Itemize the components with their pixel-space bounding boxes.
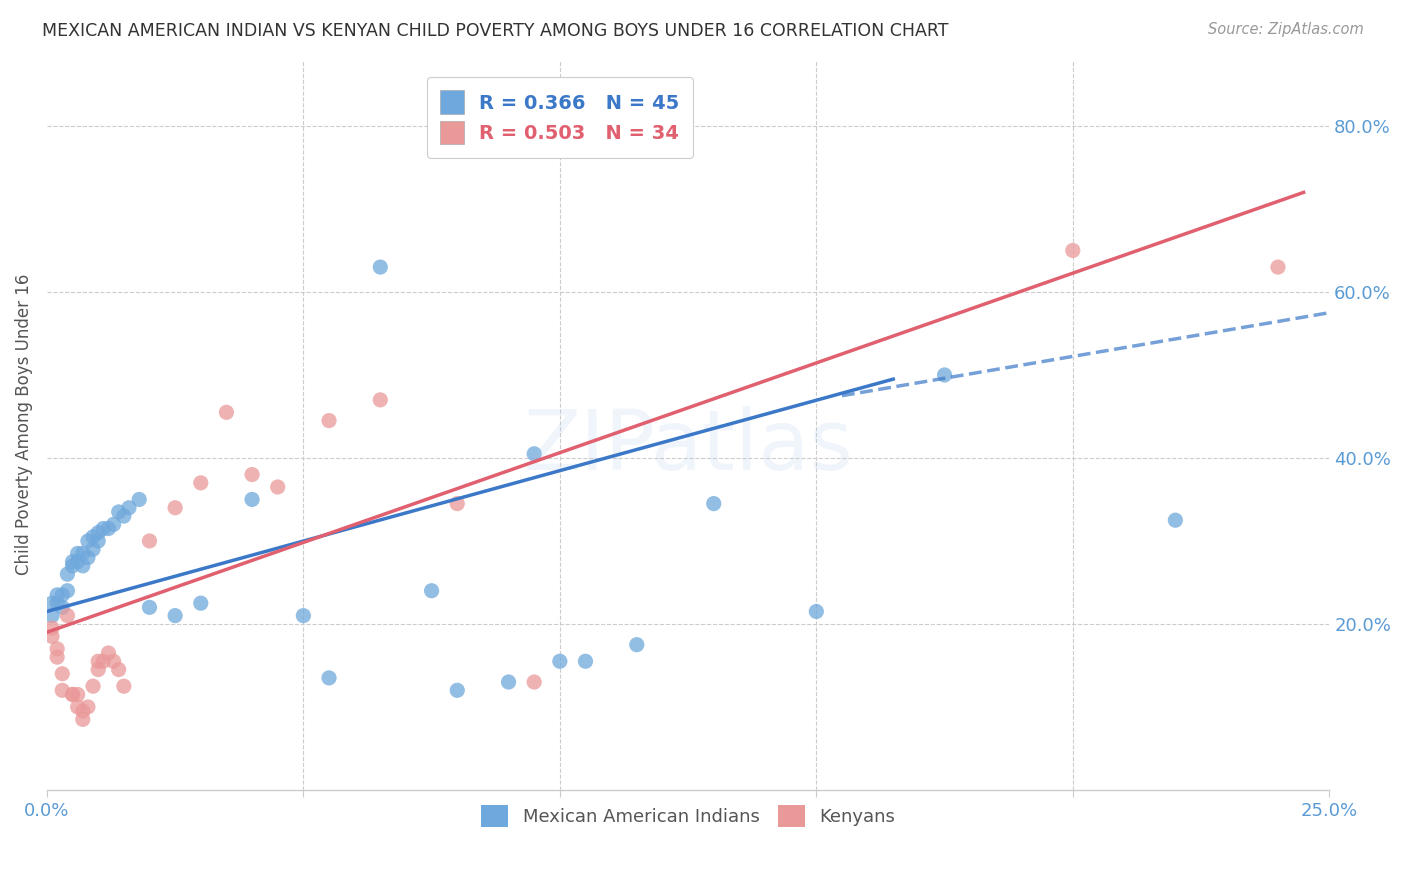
Point: [626, 638, 648, 652]
Point: [107, 505, 129, 519]
Point: [118, 500, 141, 515]
Point: [112, 509, 135, 524]
Point: [66, 546, 89, 560]
Point: [46, 588, 69, 602]
Point: [91, 654, 114, 668]
Point: [934, 368, 956, 382]
Point: [190, 475, 212, 490]
Point: [165, 608, 187, 623]
Point: [523, 447, 546, 461]
Point: [56, 608, 79, 623]
Y-axis label: Child Poverty Among Boys Under 16: Child Poverty Among Boys Under 16: [15, 274, 32, 575]
Point: [138, 600, 160, 615]
Point: [368, 392, 391, 407]
Point: [77, 700, 100, 714]
Text: MEXICAN AMERICAN INDIAN VS KENYAN CHILD POVERTY AMONG BOYS UNDER 16 CORRELATION : MEXICAN AMERICAN INDIAN VS KENYAN CHILD …: [42, 22, 949, 40]
Point: [1062, 244, 1084, 258]
Point: [82, 530, 104, 544]
Point: [190, 596, 212, 610]
Point: [87, 663, 110, 677]
Point: [77, 550, 100, 565]
Point: [51, 666, 73, 681]
Point: [72, 558, 94, 573]
Point: [138, 533, 160, 548]
Point: [41, 621, 63, 635]
Point: [56, 567, 79, 582]
Point: [318, 671, 340, 685]
Point: [72, 546, 94, 560]
Point: [107, 663, 129, 677]
Point: [103, 654, 125, 668]
Point: [91, 521, 114, 535]
Point: [62, 688, 84, 702]
Point: [548, 654, 571, 668]
Point: [46, 596, 69, 610]
Point: [318, 414, 340, 428]
Point: [267, 480, 290, 494]
Point: [87, 525, 110, 540]
Point: [1267, 260, 1289, 274]
Point: [51, 588, 73, 602]
Point: [77, 533, 100, 548]
Point: [62, 688, 84, 702]
Text: ZIPatlas: ZIPatlas: [523, 406, 853, 487]
Point: [420, 583, 443, 598]
Point: [240, 467, 263, 482]
Point: [87, 533, 110, 548]
Point: [72, 704, 94, 718]
Point: [41, 608, 63, 623]
Point: [97, 646, 120, 660]
Point: [41, 629, 63, 643]
Point: [128, 492, 150, 507]
Point: [1164, 513, 1187, 527]
Point: [56, 583, 79, 598]
Point: [498, 675, 520, 690]
Point: [806, 605, 828, 619]
Point: [41, 596, 63, 610]
Point: [292, 608, 315, 623]
Point: [446, 497, 468, 511]
Point: [82, 679, 104, 693]
Point: [215, 405, 238, 419]
Point: [523, 675, 546, 690]
Point: [66, 688, 89, 702]
Point: [97, 521, 120, 535]
Point: [66, 555, 89, 569]
Point: [165, 500, 187, 515]
Point: [240, 492, 263, 507]
Point: [62, 555, 84, 569]
Point: [703, 497, 725, 511]
Point: [574, 654, 596, 668]
Legend: Mexican American Indians, Kenyans: Mexican American Indians, Kenyans: [472, 796, 904, 836]
Point: [66, 700, 89, 714]
Point: [446, 683, 468, 698]
Point: [368, 260, 391, 274]
Text: Source: ZipAtlas.com: Source: ZipAtlas.com: [1208, 22, 1364, 37]
Point: [62, 558, 84, 573]
Point: [51, 600, 73, 615]
Point: [82, 542, 104, 557]
Point: [87, 654, 110, 668]
Point: [72, 712, 94, 726]
Point: [46, 650, 69, 665]
Point: [46, 641, 69, 656]
Point: [103, 517, 125, 532]
Point: [112, 679, 135, 693]
Point: [51, 683, 73, 698]
